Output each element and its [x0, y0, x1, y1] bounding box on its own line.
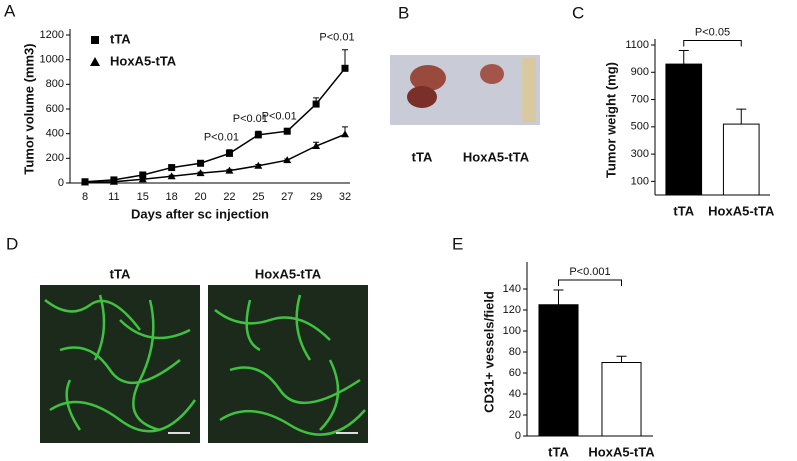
- annotation: P<0.05: [695, 26, 730, 38]
- y-tick-label: 40: [509, 388, 521, 400]
- scale-bar: [336, 432, 358, 434]
- annotation: P<0.01: [262, 111, 297, 123]
- x-tick-label: tTA: [548, 444, 569, 459]
- marker: [139, 171, 147, 179]
- y-tick-label: 400: [46, 128, 64, 140]
- tumor: [407, 86, 437, 108]
- marker: [168, 164, 176, 172]
- panel-label: D: [6, 234, 18, 253]
- x-tick-label: 8: [82, 191, 88, 203]
- y-tick-label: 200: [46, 152, 64, 164]
- error-bar: [553, 289, 564, 305]
- y-tick-label: 120: [503, 304, 521, 316]
- y-tick-label: 800: [46, 78, 64, 90]
- bar: [665, 63, 703, 196]
- marker: [312, 100, 320, 108]
- micrograph: [208, 285, 368, 443]
- y-tick-label: 1200: [40, 29, 64, 41]
- annotation: P<0.001: [569, 266, 610, 278]
- legend-marker: [91, 36, 99, 44]
- x-tick-label: 29: [310, 191, 322, 203]
- x-tick-label: 32: [339, 191, 351, 203]
- y-tick-label: 0: [58, 177, 64, 189]
- tumor: [410, 65, 446, 91]
- legend-marker: [90, 57, 100, 66]
- y-tick-label: 140: [503, 283, 521, 295]
- y-tick-label: 100: [503, 325, 521, 337]
- y-axis-label: CD31+ vessels/field: [481, 291, 496, 413]
- annotation: P<0.01: [204, 132, 239, 144]
- y-tick-label: 700: [631, 93, 649, 105]
- marker: [109, 177, 118, 185]
- image-label: HoxA5-tTA: [463, 149, 530, 164]
- y-tick-label: 80: [509, 346, 521, 358]
- marker: [225, 166, 234, 174]
- x-tick-label: 15: [137, 191, 149, 203]
- x-tick-label: 22: [223, 191, 235, 203]
- marker: [81, 178, 89, 186]
- panel-label: E: [452, 234, 463, 253]
- y-tick-label: 900: [631, 66, 649, 78]
- y-tick-label: 1000: [40, 54, 64, 66]
- line: [84, 133, 346, 184]
- marker: [196, 169, 205, 177]
- marker: [312, 142, 321, 149]
- image-label: HoxA5-tTA: [255, 266, 322, 281]
- x-tick-label: tTA: [673, 203, 694, 218]
- y-tick-label: 60: [509, 367, 521, 379]
- image-label: tTA: [110, 266, 131, 281]
- bar: [601, 362, 642, 437]
- tumor-photo: [390, 55, 540, 125]
- panel-label: C: [572, 3, 584, 22]
- image-label: tTA: [412, 149, 433, 164]
- marker: [341, 64, 349, 72]
- significance-bracket: [683, 39, 742, 47]
- y-tick-label: 0: [515, 430, 521, 442]
- x-tick-label: HoxA5-tTA: [588, 444, 655, 459]
- vessels: [44, 294, 366, 436]
- error-bar: [736, 108, 747, 125]
- panel-label: A: [4, 1, 16, 20]
- x-tick-label: 18: [166, 191, 178, 203]
- y-tick-label: 500: [631, 121, 649, 133]
- y-axis-label: Tumor weight (mg): [603, 62, 618, 178]
- marker: [254, 131, 262, 139]
- bar: [722, 123, 760, 196]
- panel-label: B: [398, 3, 409, 22]
- annotation: P<0.01: [319, 32, 354, 44]
- marker: [341, 130, 349, 138]
- tumor: [480, 64, 504, 84]
- x-axis-label: Days after sc injection: [131, 206, 269, 221]
- marker: [197, 159, 205, 167]
- x-tick-label: 25: [252, 191, 264, 203]
- marker: [283, 156, 292, 164]
- marker: [254, 161, 263, 169]
- error-bar: [616, 355, 627, 363]
- marker: [167, 172, 176, 180]
- marker: [283, 127, 291, 135]
- y-tick-label: 300: [631, 148, 649, 160]
- legend-label: tTA: [110, 31, 131, 46]
- micrographs: [40, 285, 368, 443]
- y-tick-label: 20: [509, 409, 521, 421]
- marker: [225, 149, 233, 157]
- marker: [138, 175, 147, 183]
- legend-label: HoxA5-tTA: [110, 53, 177, 68]
- x-tick-label: 11: [108, 191, 119, 203]
- y-axis-label: Tumor volume (mm3): [21, 43, 36, 174]
- line: [84, 67, 346, 183]
- y-tick-label: 1100: [625, 39, 649, 51]
- ruler: [522, 58, 536, 122]
- x-tick-label: 20: [194, 191, 206, 203]
- x-tick-label: 27: [281, 191, 293, 203]
- bar: [538, 304, 579, 437]
- significance-bracket: [558, 279, 622, 287]
- y-tick-label: 100: [631, 175, 649, 187]
- scale-bar: [168, 432, 190, 434]
- error-bar: [678, 49, 689, 65]
- y-tick-label: 600: [46, 103, 64, 115]
- x-tick-label: HoxA5-tTA: [708, 203, 775, 218]
- annotation: P<0.01: [233, 113, 268, 125]
